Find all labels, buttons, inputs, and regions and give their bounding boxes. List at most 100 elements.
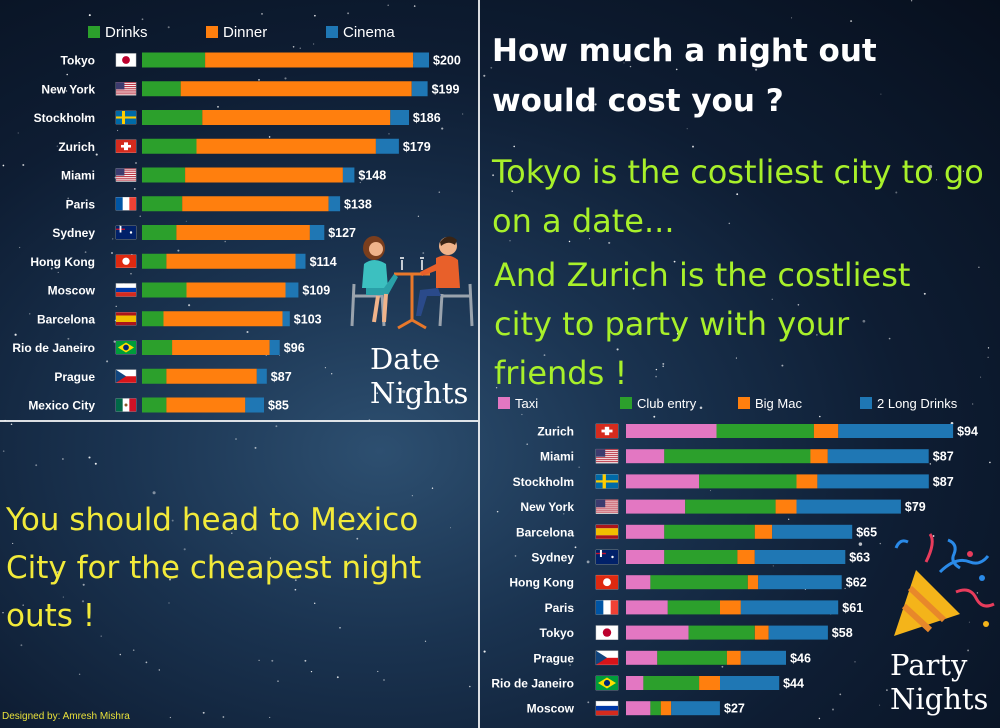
- star: [323, 259, 325, 261]
- star: [816, 334, 818, 336]
- flag-icon-au: [115, 225, 137, 240]
- star: [662, 362, 665, 365]
- category-label: New York: [41, 82, 95, 96]
- total-value-label: $200: [433, 54, 461, 68]
- star: [655, 375, 657, 378]
- star: [135, 162, 137, 164]
- star: [675, 68, 678, 71]
- star: [94, 462, 97, 465]
- category-label: Moscow: [48, 284, 96, 298]
- star: [417, 215, 420, 217]
- bar-segment-cinema: [245, 397, 264, 413]
- star: [279, 354, 281, 357]
- star: [2, 612, 4, 614]
- category-label: Barcelona: [37, 312, 95, 326]
- bar-segment-cinema: [411, 81, 428, 97]
- star: [791, 17, 793, 19]
- total-value-label: $87: [933, 450, 954, 464]
- total-value-label: $186: [413, 111, 441, 125]
- star: [462, 113, 464, 115]
- star: [521, 413, 523, 416]
- star: [721, 665, 724, 668]
- star: [117, 129, 119, 132]
- star: [438, 191, 441, 193]
- star: [771, 298, 773, 300]
- total-value-label: $138: [344, 197, 372, 211]
- star: [496, 510, 499, 513]
- flag-icon-es: [115, 312, 137, 326]
- total-value-label: $96: [284, 341, 305, 355]
- bar-segment-club-entry: [685, 499, 776, 514]
- bar-segment-2-long-drinks: [827, 449, 929, 464]
- bar-segment-big-mac: [754, 524, 773, 539]
- flag-icon-ru: [595, 700, 619, 716]
- flag-icon-ch: [115, 139, 137, 153]
- star: [376, 392, 378, 394]
- star: [224, 240, 226, 243]
- star: [65, 90, 68, 92]
- bar-segment-club-entry: [667, 600, 720, 615]
- star: [284, 77, 287, 80]
- bar-row-prague: Prague $46: [533, 650, 811, 665]
- bar-row-miami: Miami $87: [540, 448, 954, 464]
- legend-label-cinema: Cinema: [343, 24, 395, 41]
- category-label: Zurich: [58, 140, 95, 154]
- star: [844, 587, 846, 589]
- bar-segment-drinks: [142, 196, 183, 212]
- star: [132, 649, 135, 651]
- bar-segment-cinema: [256, 368, 267, 384]
- star: [509, 239, 511, 242]
- star: [483, 650, 486, 653]
- category-label: Paris: [545, 601, 575, 615]
- star: [585, 320, 587, 322]
- bar-segment-cinema: [413, 52, 429, 68]
- bar-segment-drinks: [142, 253, 167, 269]
- star: [886, 689, 888, 691]
- star: [655, 368, 658, 371]
- total-value-label: $27: [724, 702, 745, 716]
- star: [217, 105, 219, 108]
- fact-zurich-costliest-party: And Zurich is the costliest city to part…: [494, 256, 911, 392]
- bar-row-barcelona: Barcelona $103: [37, 311, 322, 327]
- star: [728, 222, 731, 225]
- total-value-label: $44: [783, 677, 804, 691]
- bar-row-new-york: New York $199: [41, 81, 459, 97]
- total-value-label: $87: [933, 475, 954, 489]
- star: [563, 513, 565, 515]
- star: [188, 304, 191, 307]
- bar-segment-2-long-drinks: [740, 600, 839, 615]
- star: [978, 266, 980, 268]
- star: [521, 404, 524, 406]
- bar-segment-big-mac: [810, 449, 828, 464]
- star: [347, 12, 350, 15]
- star: [928, 164, 933, 169]
- bar-segment-club-entry: [657, 650, 727, 665]
- star: [492, 174, 495, 177]
- star: [388, 133, 390, 135]
- bar-segment-cinema: [390, 110, 409, 125]
- star: [336, 676, 339, 679]
- star: [331, 373, 333, 375]
- star: [469, 685, 471, 688]
- total-value-label: $148: [358, 169, 386, 183]
- bar-segment-taxi: [626, 600, 668, 615]
- bar-row-tokyo: Tokyo $200: [61, 52, 461, 68]
- legend-label-dinner: Dinner: [223, 24, 267, 41]
- star: [254, 446, 257, 449]
- bar-row-moscow: Moscow $27: [527, 700, 745, 716]
- star: [424, 640, 427, 642]
- star: [183, 548, 186, 551]
- star: [20, 644, 23, 647]
- bar-segment-club-entry: [643, 676, 700, 690]
- star: [145, 661, 148, 664]
- star: [950, 421, 954, 425]
- flag-icon-jp: [595, 625, 619, 640]
- bar-segment-2-long-drinks: [796, 499, 901, 514]
- star: [310, 670, 313, 673]
- star: [141, 18, 144, 21]
- bar-segment-drinks: [142, 225, 177, 240]
- star: [56, 145, 58, 147]
- star: [171, 519, 174, 522]
- bar-segment-dinner: [166, 397, 246, 413]
- star: [632, 287, 635, 290]
